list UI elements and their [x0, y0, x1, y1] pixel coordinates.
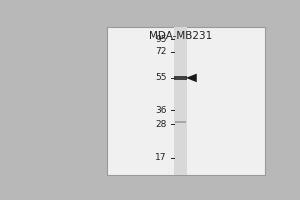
Polygon shape: [186, 74, 197, 82]
Text: 95: 95: [155, 35, 166, 44]
Text: 36: 36: [155, 106, 166, 115]
Bar: [174, 76, 187, 80]
Text: MDA-MB231: MDA-MB231: [149, 31, 212, 41]
Text: 28: 28: [155, 120, 166, 129]
Text: 17: 17: [155, 153, 166, 162]
Text: 72: 72: [155, 47, 166, 56]
Bar: [174, 27, 187, 175]
Text: 55: 55: [155, 73, 166, 82]
Bar: [175, 121, 186, 123]
Bar: [107, 27, 266, 175]
